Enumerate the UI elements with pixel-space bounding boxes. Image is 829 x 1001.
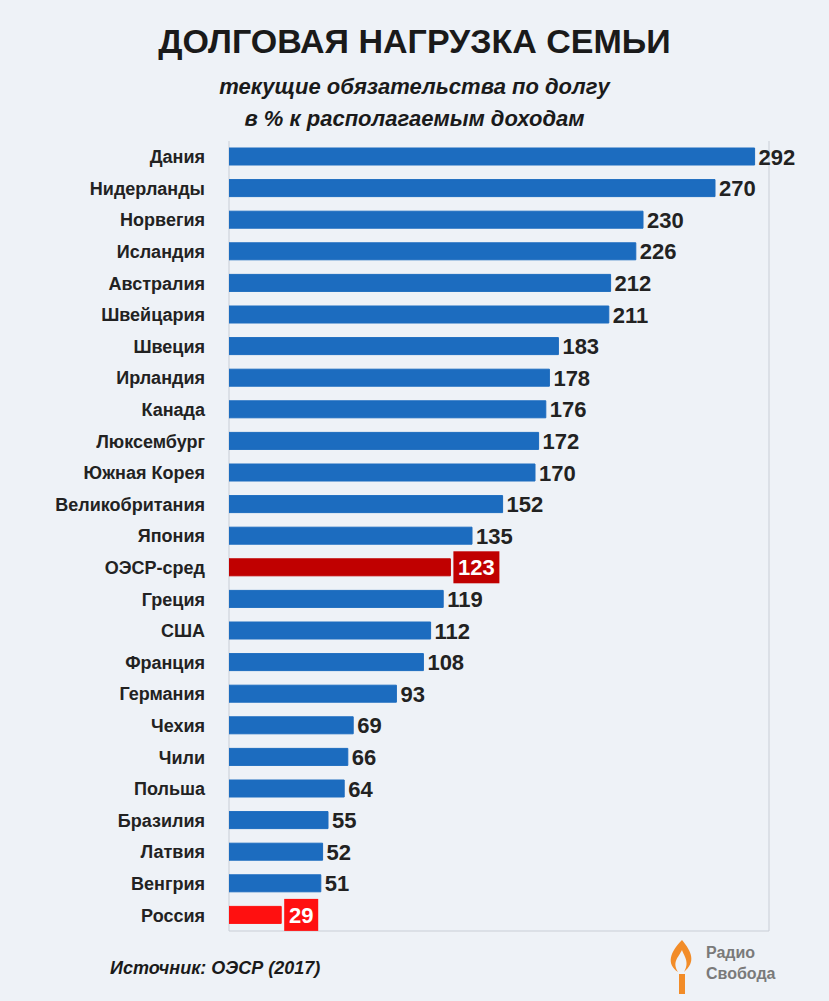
svg-text:292: 292 xyxy=(759,145,796,170)
svg-text:69: 69 xyxy=(357,713,381,738)
svg-text:183: 183 xyxy=(562,334,599,359)
svg-text:172: 172 xyxy=(543,429,580,454)
svg-text:212: 212 xyxy=(615,271,652,296)
svg-text:226: 226 xyxy=(640,239,677,264)
svg-text:Дания: Дания xyxy=(150,147,205,167)
svg-text:Люксембург: Люксембург xyxy=(96,432,205,452)
svg-text:Бразилия: Бразилия xyxy=(118,811,205,831)
svg-text:123: 123 xyxy=(458,555,495,580)
svg-text:Чили: Чили xyxy=(159,748,205,768)
svg-text:176: 176 xyxy=(550,397,587,422)
html-text:текущие обязательства по долгу: текущие обязательства по долгу xyxy=(219,74,610,99)
svg-text:108: 108 xyxy=(427,650,464,675)
svg-text:Исландия: Исландия xyxy=(117,242,205,262)
svg-text:29: 29 xyxy=(289,903,313,928)
svg-text:Венгрия: Венгрия xyxy=(131,874,205,894)
svg-text:Франция: Франция xyxy=(125,653,205,673)
svg-text:178: 178 xyxy=(553,366,590,391)
html-text:Свобода: Свобода xyxy=(706,965,776,982)
svg-text:Ирландия: Ирландия xyxy=(116,368,205,388)
svg-text:Австралия: Австралия xyxy=(109,274,205,294)
svg-text:ОЭСР-сред: ОЭСР-сред xyxy=(105,558,206,578)
svg-text:Великобритания: Великобритания xyxy=(55,495,205,515)
svg-text:112: 112 xyxy=(435,619,471,644)
svg-text:Германия: Германия xyxy=(119,684,205,704)
html-text:Радио: Радио xyxy=(706,944,756,961)
svg-text:52: 52 xyxy=(327,840,351,865)
svg-text:Чехия: Чехия xyxy=(151,716,205,736)
svg-text:Швейцария: Швейцария xyxy=(101,305,205,325)
svg-text:93: 93 xyxy=(400,682,424,707)
svg-text:Канада: Канада xyxy=(141,400,206,420)
svg-text:Швеция: Швеция xyxy=(133,337,205,357)
svg-text:Норвегия: Норвегия xyxy=(120,210,205,230)
svg-text:170: 170 xyxy=(539,461,576,486)
svg-text:Япония: Япония xyxy=(138,526,205,546)
svg-text:270: 270 xyxy=(719,176,756,201)
svg-text:Южная Корея: Южная Корея xyxy=(84,463,205,483)
svg-text:Нидерланды: Нидерланды xyxy=(90,179,205,199)
svg-text:Греция: Греция xyxy=(142,590,205,610)
svg-text:Латвия: Латвия xyxy=(140,842,205,862)
svg-text:США: США xyxy=(161,621,205,641)
svg-text:135: 135 xyxy=(476,524,513,549)
svg-text:Россия: Россия xyxy=(141,906,205,926)
svg-text:119: 119 xyxy=(447,587,483,612)
svg-text:64: 64 xyxy=(348,777,373,802)
html-text:ДОЛГОВАЯ НАГРУЗКА СЕМЬИ: ДОЛГОВАЯ НАГРУЗКА СЕМЬИ xyxy=(158,22,671,60)
html-text:в % к располагаемым доходам: в % к располагаемым доходам xyxy=(244,106,585,131)
svg-text:66: 66 xyxy=(352,745,376,770)
svg-text:211: 211 xyxy=(613,303,649,328)
svg-text:230: 230 xyxy=(647,208,684,233)
svg-text:Польша: Польша xyxy=(134,779,206,799)
svg-text:51: 51 xyxy=(325,871,349,896)
svg-text:55: 55 xyxy=(332,808,356,833)
svg-text:152: 152 xyxy=(507,492,544,517)
html-text:Источник: ОЭСР (2017): Источник: ОЭСР (2017) xyxy=(110,958,321,978)
